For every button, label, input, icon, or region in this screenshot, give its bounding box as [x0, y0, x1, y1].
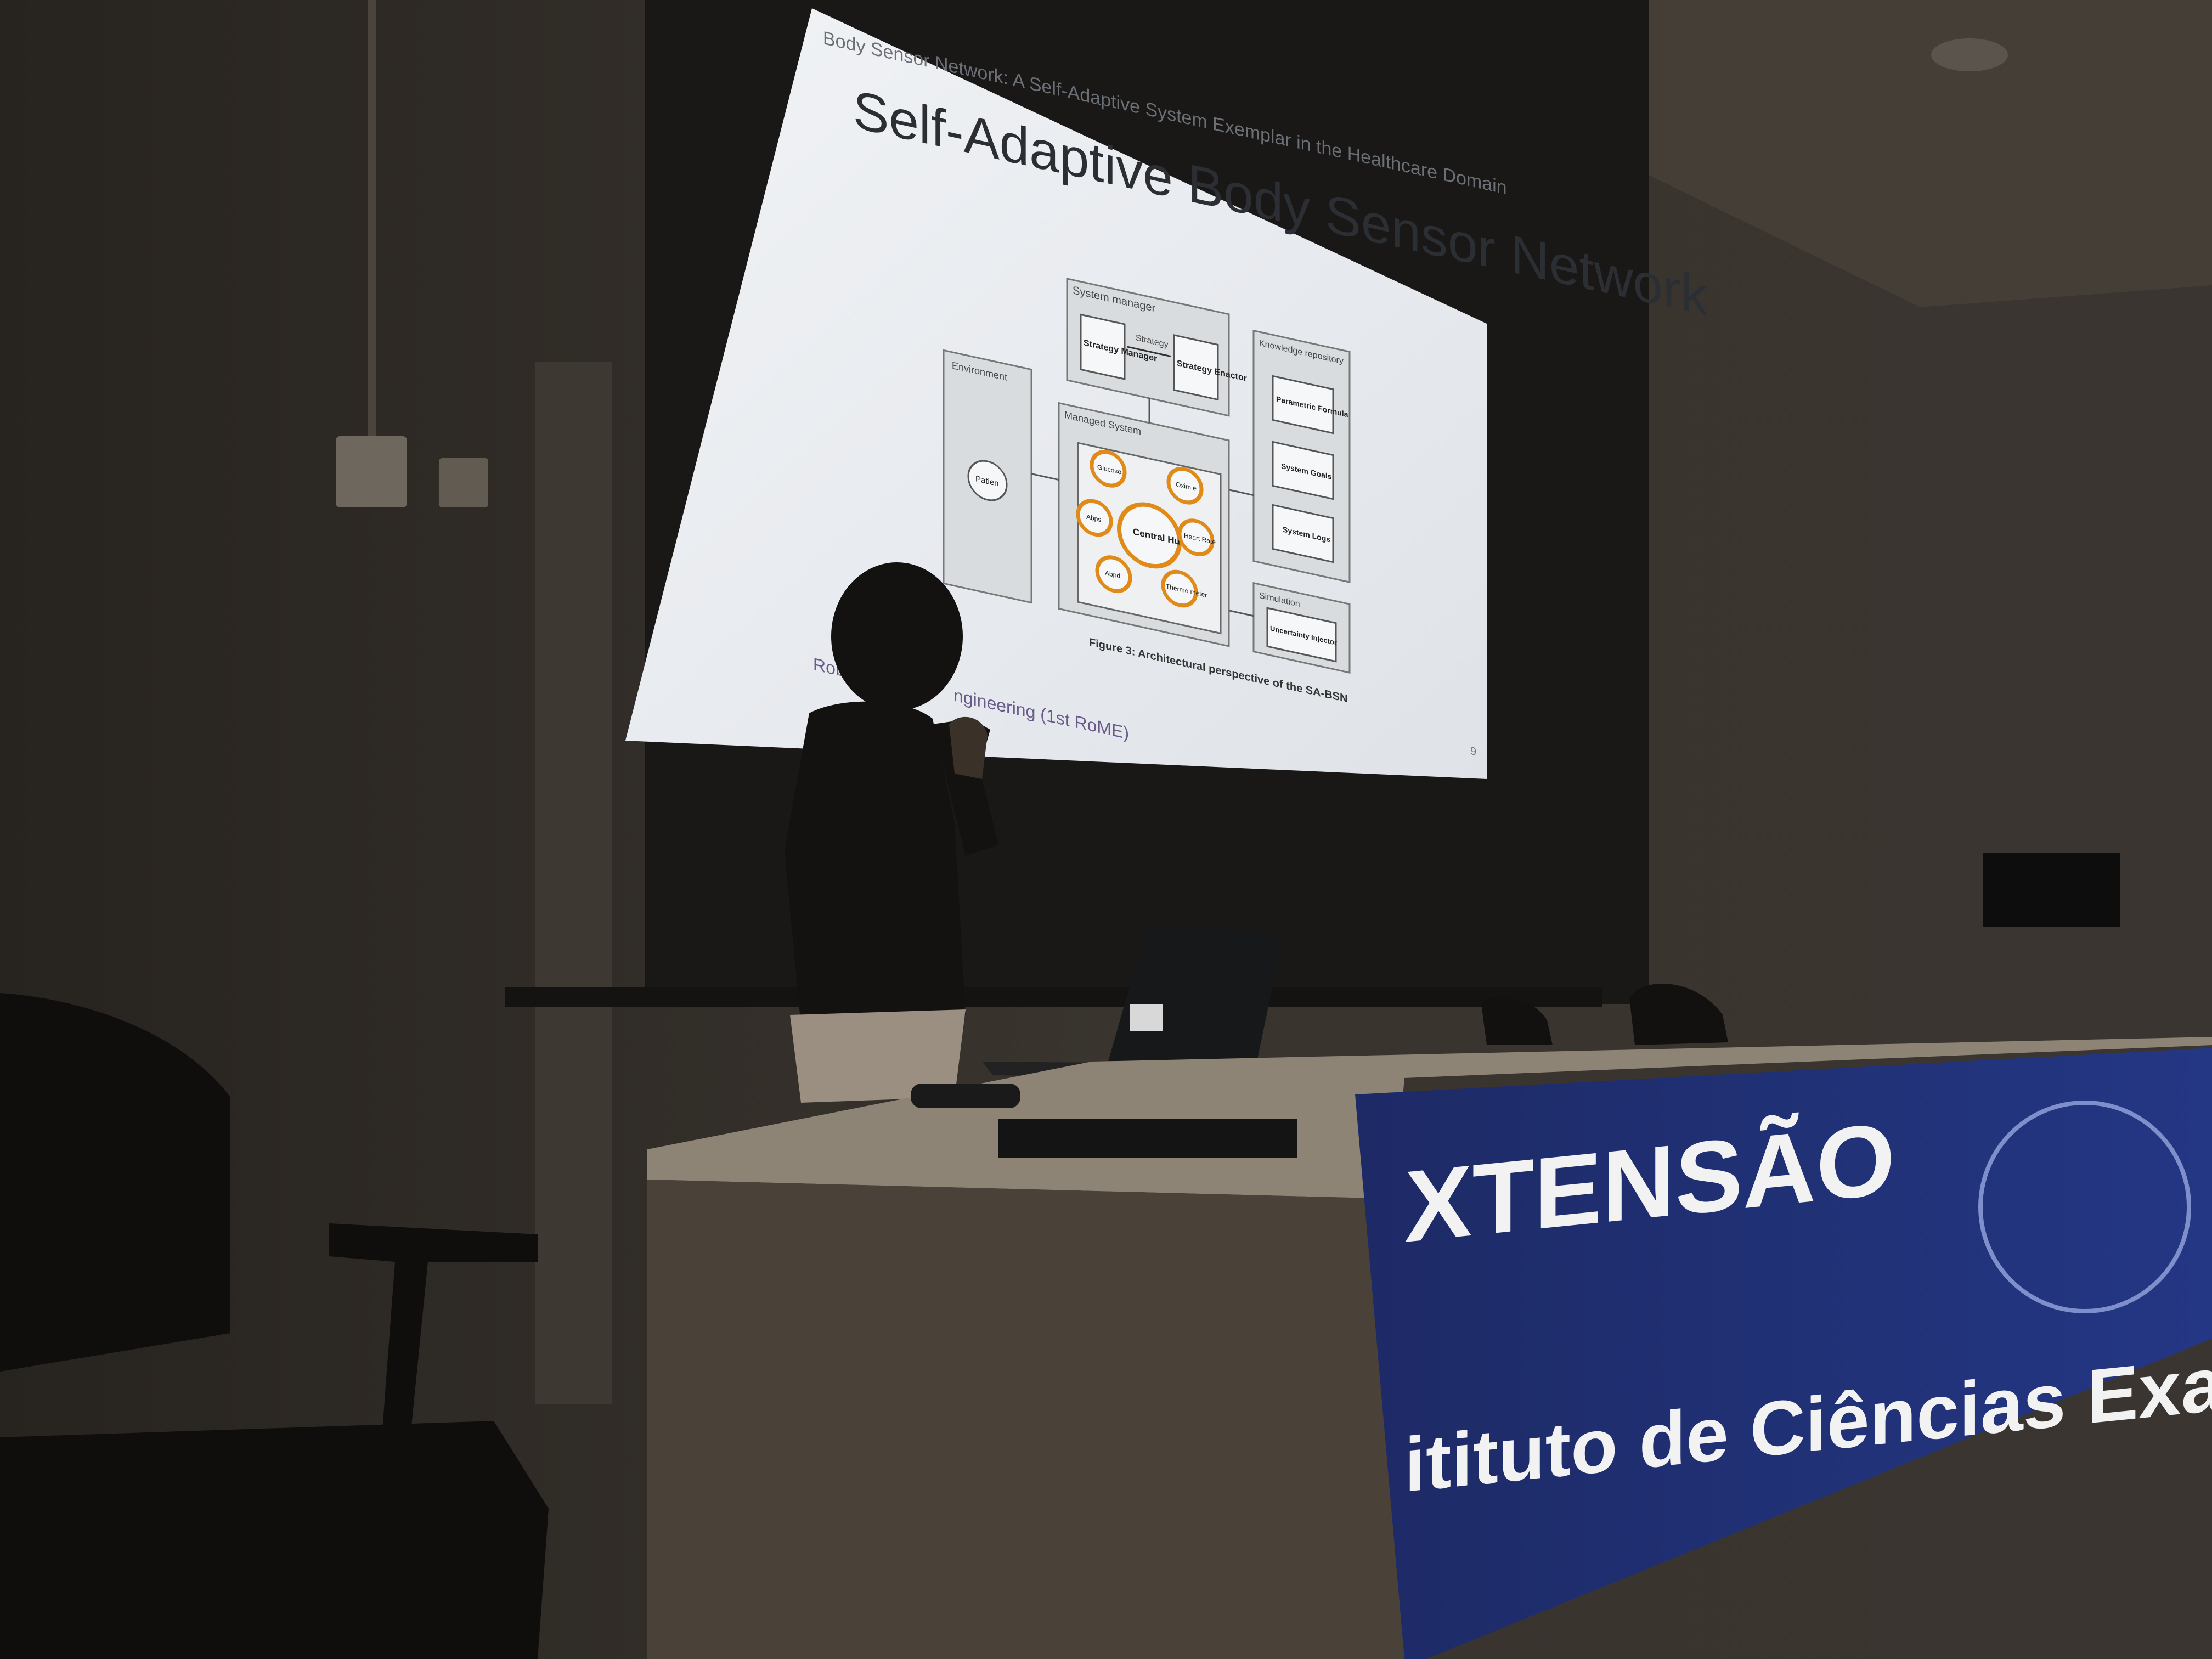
- office-chair: [0, 993, 549, 1659]
- sensor-glucose: [1090, 450, 1127, 488]
- chair-back-right-2: [1481, 997, 1553, 1045]
- strategy-arrow: [1127, 346, 1171, 358]
- desk-front: [647, 1180, 1404, 1659]
- uncertainty-injector-box: [1266, 607, 1337, 663]
- sensor-heart-rate: [1177, 518, 1215, 556]
- slide-page-number: 9: [1470, 745, 1476, 758]
- strategy-enactor-box: [1173, 334, 1219, 401]
- banner: [1355, 1048, 2212, 1659]
- system-logs-box: [1272, 504, 1334, 563]
- desk-box: [998, 1119, 1297, 1158]
- sensor-abps-label: Abps: [1086, 513, 1101, 524]
- sensor-abpd: [1095, 555, 1132, 593]
- sensor-abps: [1076, 499, 1113, 537]
- strategy-manager-box: [1080, 313, 1126, 380]
- connector-env-managed: [1031, 473, 1059, 481]
- wall-outlet: [439, 458, 488, 507]
- system-goals-box: [1272, 441, 1334, 500]
- connector-managed-knowledge: [1229, 489, 1254, 496]
- chair-back-right-1: [1629, 983, 1728, 1045]
- presenter-body: [785, 701, 966, 1026]
- presenter: [785, 562, 998, 1103]
- conduit-pipe: [368, 0, 376, 450]
- monitor-right: [1983, 853, 2120, 927]
- architecture-diagram: System manager Strategy Manager Strategy…: [943, 278, 1351, 674]
- central-hub-node: [1117, 502, 1182, 569]
- chair-backrest: [0, 993, 230, 1372]
- banner-network-graphic: [1978, 1101, 2191, 1313]
- patient-node: [967, 460, 1008, 501]
- door-frame: [535, 362, 612, 1404]
- ceiling-light-fixture: [1931, 38, 2008, 71]
- screen-bottom-bar: [505, 988, 1602, 1007]
- chair-armrest: [329, 1223, 538, 1481]
- presenter-hand: [949, 716, 988, 779]
- connector-managed-simulation: [1229, 610, 1254, 617]
- desk-top: [647, 1037, 2212, 1199]
- sensor-thermometer: [1161, 569, 1198, 608]
- sensor-abpd-label: Abpd: [1105, 569, 1120, 580]
- sensor-oxim: [1166, 466, 1204, 505]
- presenter-head: [831, 562, 963, 710]
- laptop-sticker: [1130, 1004, 1163, 1031]
- light-switch: [336, 436, 407, 507]
- chair-seat: [0, 1421, 549, 1659]
- presenter-pants: [790, 1009, 966, 1103]
- remote-control: [911, 1084, 1020, 1108]
- parametric-formula-box: [1272, 375, 1334, 435]
